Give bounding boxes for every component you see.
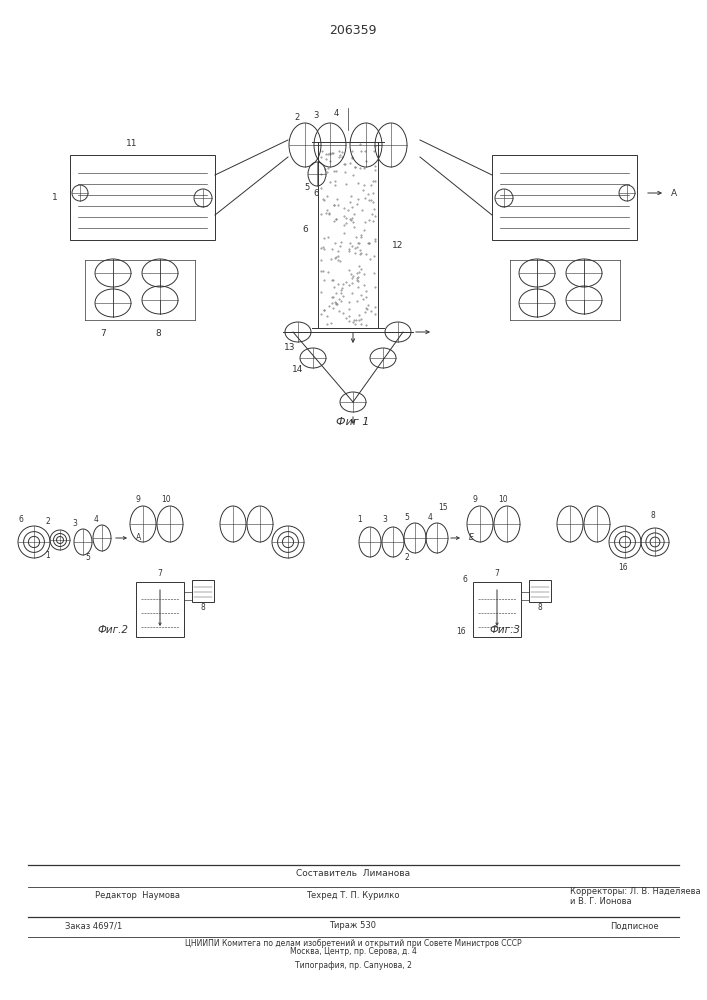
- Text: Заказ 4697/1: Заказ 4697/1: [65, 922, 122, 930]
- Text: 3: 3: [313, 111, 319, 120]
- Text: 7: 7: [100, 330, 106, 338]
- Text: 15: 15: [438, 502, 448, 512]
- Text: 7: 7: [158, 570, 163, 578]
- Text: 4: 4: [334, 109, 339, 118]
- Text: 5: 5: [404, 514, 409, 522]
- Text: и В. Г. Ионова: и В. Г. Ионова: [570, 898, 631, 906]
- Text: A: A: [136, 534, 141, 542]
- Text: А: А: [671, 188, 677, 198]
- Text: 3: 3: [73, 518, 78, 528]
- Text: Техред Т. П. Курилко: Техред Т. П. Курилко: [306, 892, 399, 900]
- Text: 2: 2: [294, 113, 300, 122]
- Text: 6: 6: [313, 188, 319, 198]
- Text: 11: 11: [127, 138, 138, 147]
- Text: 7: 7: [495, 570, 499, 578]
- Text: 6: 6: [462, 574, 467, 584]
- Bar: [529, 580, 551, 602]
- Text: 1: 1: [358, 516, 363, 524]
- Text: Редактор  Наумова: Редактор Наумова: [95, 892, 180, 900]
- Text: 5: 5: [86, 554, 90, 562]
- Text: E: E: [469, 534, 474, 542]
- Text: Корректоры: Л. В. Наделяева: Корректоры: Л. В. Наделяева: [570, 888, 701, 896]
- Text: Фиг 1: Фиг 1: [337, 417, 370, 427]
- Text: 3: 3: [382, 516, 387, 524]
- Text: 1: 1: [46, 552, 50, 560]
- Text: Подписное: Подписное: [610, 922, 659, 930]
- Text: 4: 4: [93, 514, 98, 524]
- Text: Тираж 530: Тираж 530: [329, 922, 377, 930]
- Text: 16: 16: [456, 628, 466, 637]
- Text: Москва, Центр, пр. Серова, д. 4: Москва, Центр, пр. Серова, д. 4: [290, 946, 416, 956]
- Text: 9: 9: [136, 495, 141, 504]
- Bar: [136, 582, 184, 637]
- Text: 16: 16: [618, 562, 628, 572]
- Text: 14: 14: [292, 365, 304, 374]
- Text: 10: 10: [161, 495, 171, 504]
- Text: Типография, пр. Сапунова, 2: Типография, пр. Сапунова, 2: [295, 960, 411, 970]
- Text: Составитель  Лиманова: Составитель Лиманова: [296, 868, 410, 878]
- Text: 13: 13: [284, 344, 296, 353]
- Text: Фиг.2: Фиг.2: [98, 625, 129, 635]
- Text: 9: 9: [472, 495, 477, 504]
- Text: 5: 5: [305, 182, 310, 192]
- Text: 8: 8: [537, 602, 542, 611]
- Text: 6: 6: [18, 516, 23, 524]
- Text: 206359: 206359: [329, 23, 377, 36]
- Bar: [70, 155, 215, 240]
- Text: 12: 12: [392, 240, 404, 249]
- Text: 8: 8: [650, 512, 655, 520]
- Text: ЦНИИПИ Комитега по делам изобретений и открытий при Совете Министров СССР: ЦНИИПИ Комитега по делам изобретений и о…: [185, 938, 521, 948]
- Text: Фиг.3: Фиг.3: [489, 625, 520, 635]
- Text: 6: 6: [303, 226, 308, 234]
- Text: 1: 1: [52, 194, 58, 202]
- Text: 2: 2: [46, 518, 50, 526]
- Text: 4: 4: [428, 514, 433, 522]
- Bar: [473, 582, 521, 637]
- Text: 8: 8: [201, 602, 205, 611]
- Text: 2: 2: [404, 554, 409, 562]
- Text: 8: 8: [155, 330, 161, 338]
- Bar: [492, 155, 637, 240]
- Bar: [192, 580, 214, 602]
- Text: 10: 10: [498, 495, 508, 504]
